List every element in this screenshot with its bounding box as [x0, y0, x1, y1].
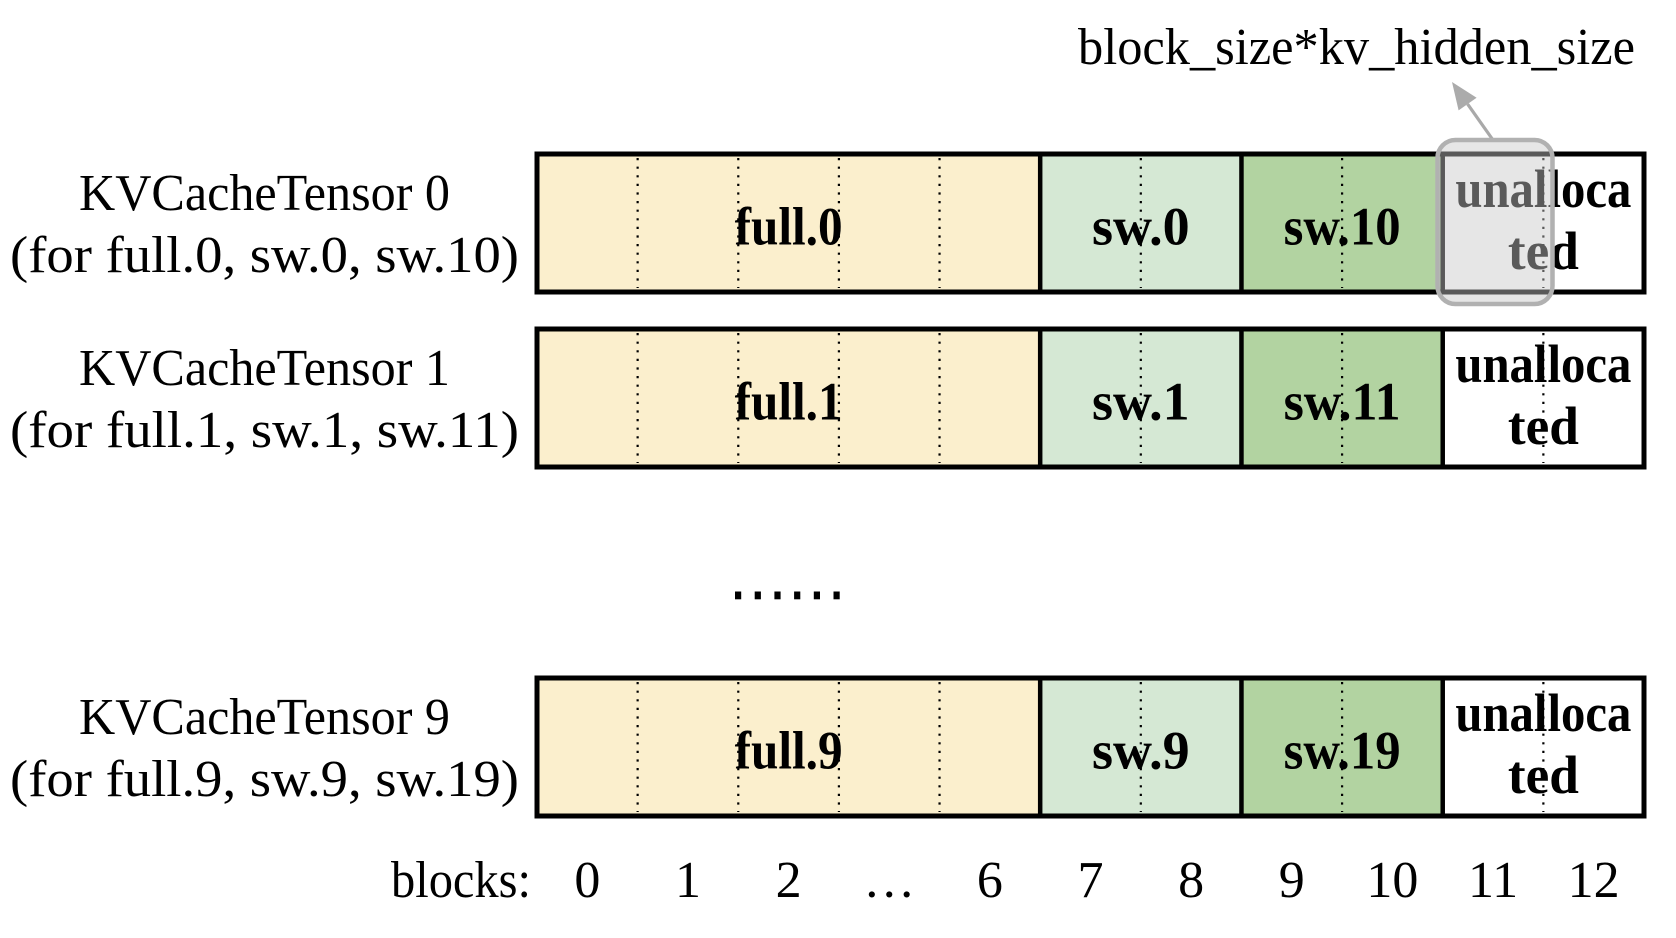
svg-text:KVCacheTensor 9: KVCacheTensor 9 — [79, 689, 450, 746]
svg-text:block_size*kv_hidden_size: block_size*kv_hidden_size — [1078, 19, 1635, 76]
svg-text:ted: ted — [1508, 221, 1579, 281]
svg-text:(for full.1, sw.1, sw.11): (for full.1, sw.1, sw.11) — [10, 402, 519, 459]
svg-text:sw.19: sw.19 — [1284, 721, 1401, 781]
svg-text:sw.9: sw.9 — [1092, 721, 1190, 781]
svg-text:1: 1 — [675, 852, 701, 909]
svg-text:ted: ted — [1508, 745, 1579, 805]
svg-text:…: … — [863, 852, 915, 909]
svg-text:full.9: full.9 — [735, 721, 843, 781]
svg-text:sw.11: sw.11 — [1284, 372, 1401, 432]
svg-text:(for full.0, sw.0, sw.10): (for full.0, sw.0, sw.10) — [10, 227, 519, 284]
svg-text:10: 10 — [1366, 852, 1418, 909]
svg-text:8: 8 — [1178, 852, 1204, 909]
svg-text:KVCacheTensor 0: KVCacheTensor 0 — [79, 165, 450, 222]
svg-text:11: 11 — [1468, 852, 1518, 909]
svg-text:sw.1: sw.1 — [1092, 372, 1190, 432]
svg-text:7: 7 — [1078, 852, 1104, 909]
svg-text:blocks:: blocks: — [391, 852, 531, 909]
svg-text:(for full.9, sw.9, sw.19): (for full.9, sw.9, sw.19) — [10, 751, 519, 808]
svg-text:KVCacheTensor 1: KVCacheTensor 1 — [79, 340, 450, 397]
svg-text:9: 9 — [1279, 852, 1305, 909]
svg-text:2: 2 — [776, 852, 802, 909]
svg-text:6: 6 — [977, 852, 1003, 909]
svg-text:unalloca: unalloca — [1455, 683, 1631, 743]
svg-text:full.1: full.1 — [735, 372, 843, 432]
svg-text:unalloca: unalloca — [1455, 159, 1631, 219]
svg-text:0: 0 — [574, 852, 600, 909]
svg-text:sw.0: sw.0 — [1092, 197, 1190, 257]
svg-text:ted: ted — [1508, 396, 1579, 456]
svg-text:sw.10: sw.10 — [1284, 197, 1401, 257]
svg-text:unalloca: unalloca — [1455, 334, 1631, 394]
svg-text:full.0: full.0 — [735, 197, 843, 257]
svg-text:12: 12 — [1568, 852, 1620, 909]
